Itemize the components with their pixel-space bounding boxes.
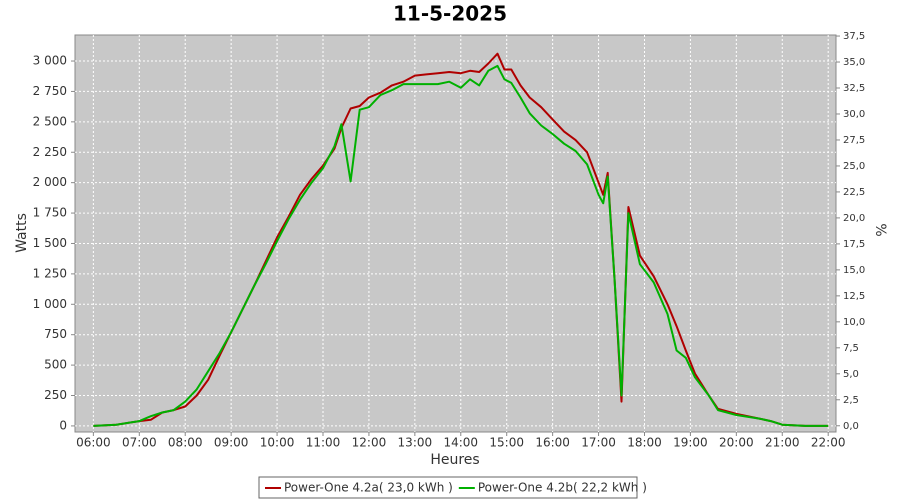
x-tick-label: 22:00 (811, 436, 846, 450)
y2-tick-label: 10,0 (843, 317, 865, 328)
y-tick-label: 3 000 (33, 54, 67, 68)
y-tick-label: 1 750 (33, 206, 67, 220)
y2-tick-label: 27,5 (843, 135, 865, 146)
x-tick-label: 21:00 (765, 436, 800, 450)
y2-tick-label: 25,0 (843, 161, 865, 172)
y-tick-label: 750 (44, 327, 67, 341)
y2-tick-label: 37,5 (843, 31, 865, 42)
x-tick-label: 12:00 (352, 436, 387, 450)
y-tick-label: 0 (59, 418, 67, 432)
x-tick-label: 11:00 (306, 436, 341, 450)
y-tick-label: 1 250 (33, 266, 67, 280)
y2-tick-label: 30,0 (843, 109, 865, 120)
legend-box (258, 476, 638, 499)
x-tick-label: 17:00 (581, 436, 616, 450)
x-tick-label: 07:00 (122, 436, 157, 450)
x-tick-label: 09:00 (214, 436, 249, 450)
y-axis-label: Watts (14, 213, 30, 253)
y2-tick-label: 22,5 (843, 187, 865, 198)
x-tick-label: 14:00 (443, 436, 478, 450)
y2-tick-label: 20,0 (843, 213, 865, 224)
plot-area (74, 34, 837, 433)
y2-tick-label: 12,5 (843, 291, 865, 302)
x-tick-label: 20:00 (719, 436, 754, 450)
x-tick-label: 16:00 (535, 436, 570, 450)
y-tick-label: 2 250 (33, 145, 67, 159)
y2-tick-label: 32,5 (843, 83, 865, 94)
y2-axis-label: % (872, 223, 888, 236)
x-tick-label: 19:00 (673, 436, 708, 450)
x-tick-label: 13:00 (398, 436, 433, 450)
legend-label: Power-One 4.2a( 23,0 kWh ) (284, 481, 453, 495)
x-tick-label: 10:00 (260, 436, 295, 450)
y2-tick-label: 0,0 (843, 421, 859, 432)
y-tick-label: 2 500 (33, 114, 67, 128)
y2-tick-label: 15,0 (843, 265, 865, 276)
chart-title: 11-5-2025 (393, 2, 507, 26)
y2-tick-label: 17,5 (843, 239, 865, 250)
y-tick-label: 1 000 (33, 297, 67, 311)
x-tick-label: 06:00 (76, 436, 111, 450)
y-tick-label: 500 (44, 358, 67, 372)
y-tick-label: 2 000 (33, 175, 67, 189)
y2-tick-label: 2,5 (843, 395, 859, 406)
x-axis-label: Heures (430, 452, 479, 468)
y2-tick-label: 35,0 (843, 57, 865, 68)
y2-tick-label: 5,0 (843, 369, 859, 380)
y2-tick-label: 7,5 (843, 343, 859, 354)
legend-label: Power-One 4.2b( 22,2 kWh ) (478, 481, 647, 495)
x-tick-label: 08:00 (168, 436, 203, 450)
y-tick-label: 250 (44, 388, 67, 402)
series-line (93, 64, 829, 427)
x-tick-label: 15:00 (489, 436, 524, 450)
x-tick-label: 18:00 (627, 436, 662, 450)
y-tick-label: 2 750 (33, 84, 67, 98)
y-tick-label: 1 500 (33, 236, 67, 250)
